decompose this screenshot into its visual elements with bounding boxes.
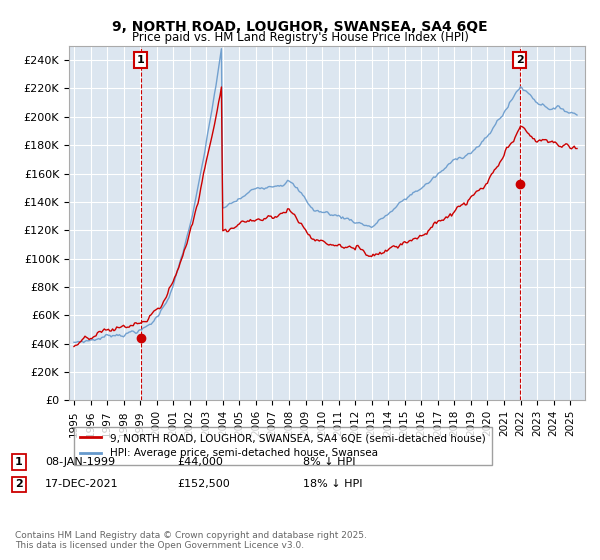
Text: 2: 2 (15, 479, 23, 489)
Text: Price paid vs. HM Land Registry's House Price Index (HPI): Price paid vs. HM Land Registry's House … (131, 31, 469, 44)
Text: £44,000: £44,000 (177, 457, 223, 467)
Text: 1: 1 (15, 457, 23, 467)
Text: Contains HM Land Registry data © Crown copyright and database right 2025.
This d: Contains HM Land Registry data © Crown c… (15, 530, 367, 550)
Text: £152,500: £152,500 (177, 479, 230, 489)
Text: 9, NORTH ROAD, LOUGHOR, SWANSEA, SA4 6QE: 9, NORTH ROAD, LOUGHOR, SWANSEA, SA4 6QE (112, 20, 488, 34)
Text: 18% ↓ HPI: 18% ↓ HPI (303, 479, 362, 489)
Text: 1: 1 (137, 55, 145, 65)
Text: 2: 2 (516, 55, 524, 65)
Text: 8% ↓ HPI: 8% ↓ HPI (303, 457, 355, 467)
Text: 17-DEC-2021: 17-DEC-2021 (45, 479, 119, 489)
Text: 08-JAN-1999: 08-JAN-1999 (45, 457, 115, 467)
Legend: 9, NORTH ROAD, LOUGHOR, SWANSEA, SA4 6QE (semi-detached house), HPI: Average pri: 9, NORTH ROAD, LOUGHOR, SWANSEA, SA4 6QE… (74, 427, 491, 465)
